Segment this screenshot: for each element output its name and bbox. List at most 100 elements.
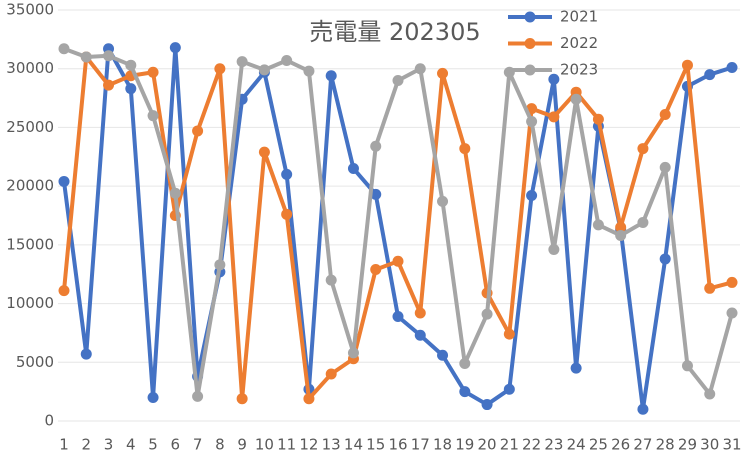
- legend-label: 2021: [560, 8, 598, 26]
- point: [615, 221, 627, 233]
- point: [392, 74, 404, 86]
- x-tick-label: 15: [366, 436, 385, 454]
- x-tick-label: 12: [299, 436, 318, 454]
- x-tick-label: 30: [700, 436, 719, 454]
- x-tick-label: 9: [237, 436, 247, 454]
- point: [103, 50, 115, 62]
- point: [214, 259, 226, 271]
- point: [726, 307, 738, 319]
- x-tick-label: 17: [411, 436, 430, 454]
- x-tick-label: 7: [193, 436, 203, 454]
- point: [637, 143, 649, 155]
- point: [303, 65, 315, 77]
- point: [192, 125, 204, 137]
- x-tick-label: 19: [455, 436, 474, 454]
- point: [325, 368, 337, 380]
- point: [437, 195, 449, 207]
- x-tick-label: 2: [81, 436, 91, 454]
- point: [80, 348, 92, 360]
- point: [325, 70, 337, 82]
- point: [459, 386, 471, 398]
- point: [615, 229, 627, 241]
- point: [704, 282, 716, 294]
- point: [58, 175, 70, 187]
- point: [281, 208, 293, 220]
- point: [258, 64, 270, 76]
- point: [592, 219, 604, 231]
- point: [80, 51, 92, 63]
- y-tick-label: 5000: [16, 353, 54, 371]
- point: [147, 392, 159, 404]
- x-tick-label: 21: [500, 436, 519, 454]
- point: [236, 56, 248, 68]
- x-tick-label: 31: [722, 436, 741, 454]
- point: [147, 66, 159, 78]
- point: [459, 357, 471, 369]
- point: [681, 360, 693, 372]
- x-tick-label: 16: [388, 436, 407, 454]
- legend-marker: [524, 38, 536, 49]
- legend-label: 2022: [560, 34, 598, 52]
- x-tick-label: 4: [126, 436, 136, 454]
- y-tick-label: 15000: [6, 235, 54, 253]
- point: [459, 143, 471, 155]
- point: [481, 308, 493, 320]
- point: [214, 63, 226, 75]
- point: [192, 390, 204, 402]
- point: [370, 188, 382, 200]
- point: [637, 403, 649, 415]
- point: [414, 329, 426, 341]
- x-tick-label: 27: [633, 436, 652, 454]
- point: [726, 62, 738, 74]
- point: [325, 274, 337, 286]
- x-tick-label: 5: [148, 436, 158, 454]
- point: [659, 253, 671, 265]
- x-tick-label: 22: [522, 436, 541, 454]
- point: [659, 161, 671, 173]
- point: [592, 113, 604, 125]
- point: [704, 388, 716, 400]
- x-tick-label: 14: [344, 436, 363, 454]
- point: [125, 59, 137, 71]
- point: [392, 310, 404, 322]
- y-tick-label: 10000: [6, 294, 54, 312]
- y-tick-label: 35000: [6, 1, 54, 19]
- point: [570, 362, 582, 374]
- x-tick-label: 10: [255, 436, 274, 454]
- point: [503, 383, 515, 395]
- legend-label: 2023: [560, 61, 598, 79]
- x-tick-label: 23: [544, 436, 563, 454]
- point: [303, 393, 315, 405]
- point: [659, 109, 671, 121]
- point: [681, 59, 693, 71]
- point: [726, 276, 738, 288]
- point: [236, 393, 248, 405]
- point: [281, 54, 293, 66]
- point: [370, 140, 382, 152]
- x-tick-label: 1: [59, 436, 69, 454]
- point: [526, 190, 538, 202]
- point: [370, 264, 382, 276]
- x-tick-label: 20: [478, 436, 497, 454]
- x-tick-label: 6: [171, 436, 181, 454]
- point: [437, 67, 449, 79]
- legend-marker: [524, 11, 536, 23]
- x-tick-label: 28: [656, 436, 675, 454]
- x-tick-label: 8: [215, 436, 225, 454]
- x-tick-label: 24: [567, 436, 586, 454]
- x-tick-label: 11: [277, 436, 296, 454]
- point: [437, 349, 449, 361]
- x-tick-label: 26: [611, 436, 630, 454]
- point: [258, 146, 270, 158]
- point: [347, 163, 359, 175]
- y-tick-label: 25000: [6, 118, 54, 136]
- point: [548, 244, 560, 256]
- x-tick-label: 13: [322, 436, 341, 454]
- x-tick-label: 18: [433, 436, 452, 454]
- x-tick-label: 3: [104, 436, 114, 454]
- point: [103, 79, 115, 91]
- point: [548, 73, 560, 85]
- point: [169, 42, 181, 54]
- point: [570, 93, 582, 105]
